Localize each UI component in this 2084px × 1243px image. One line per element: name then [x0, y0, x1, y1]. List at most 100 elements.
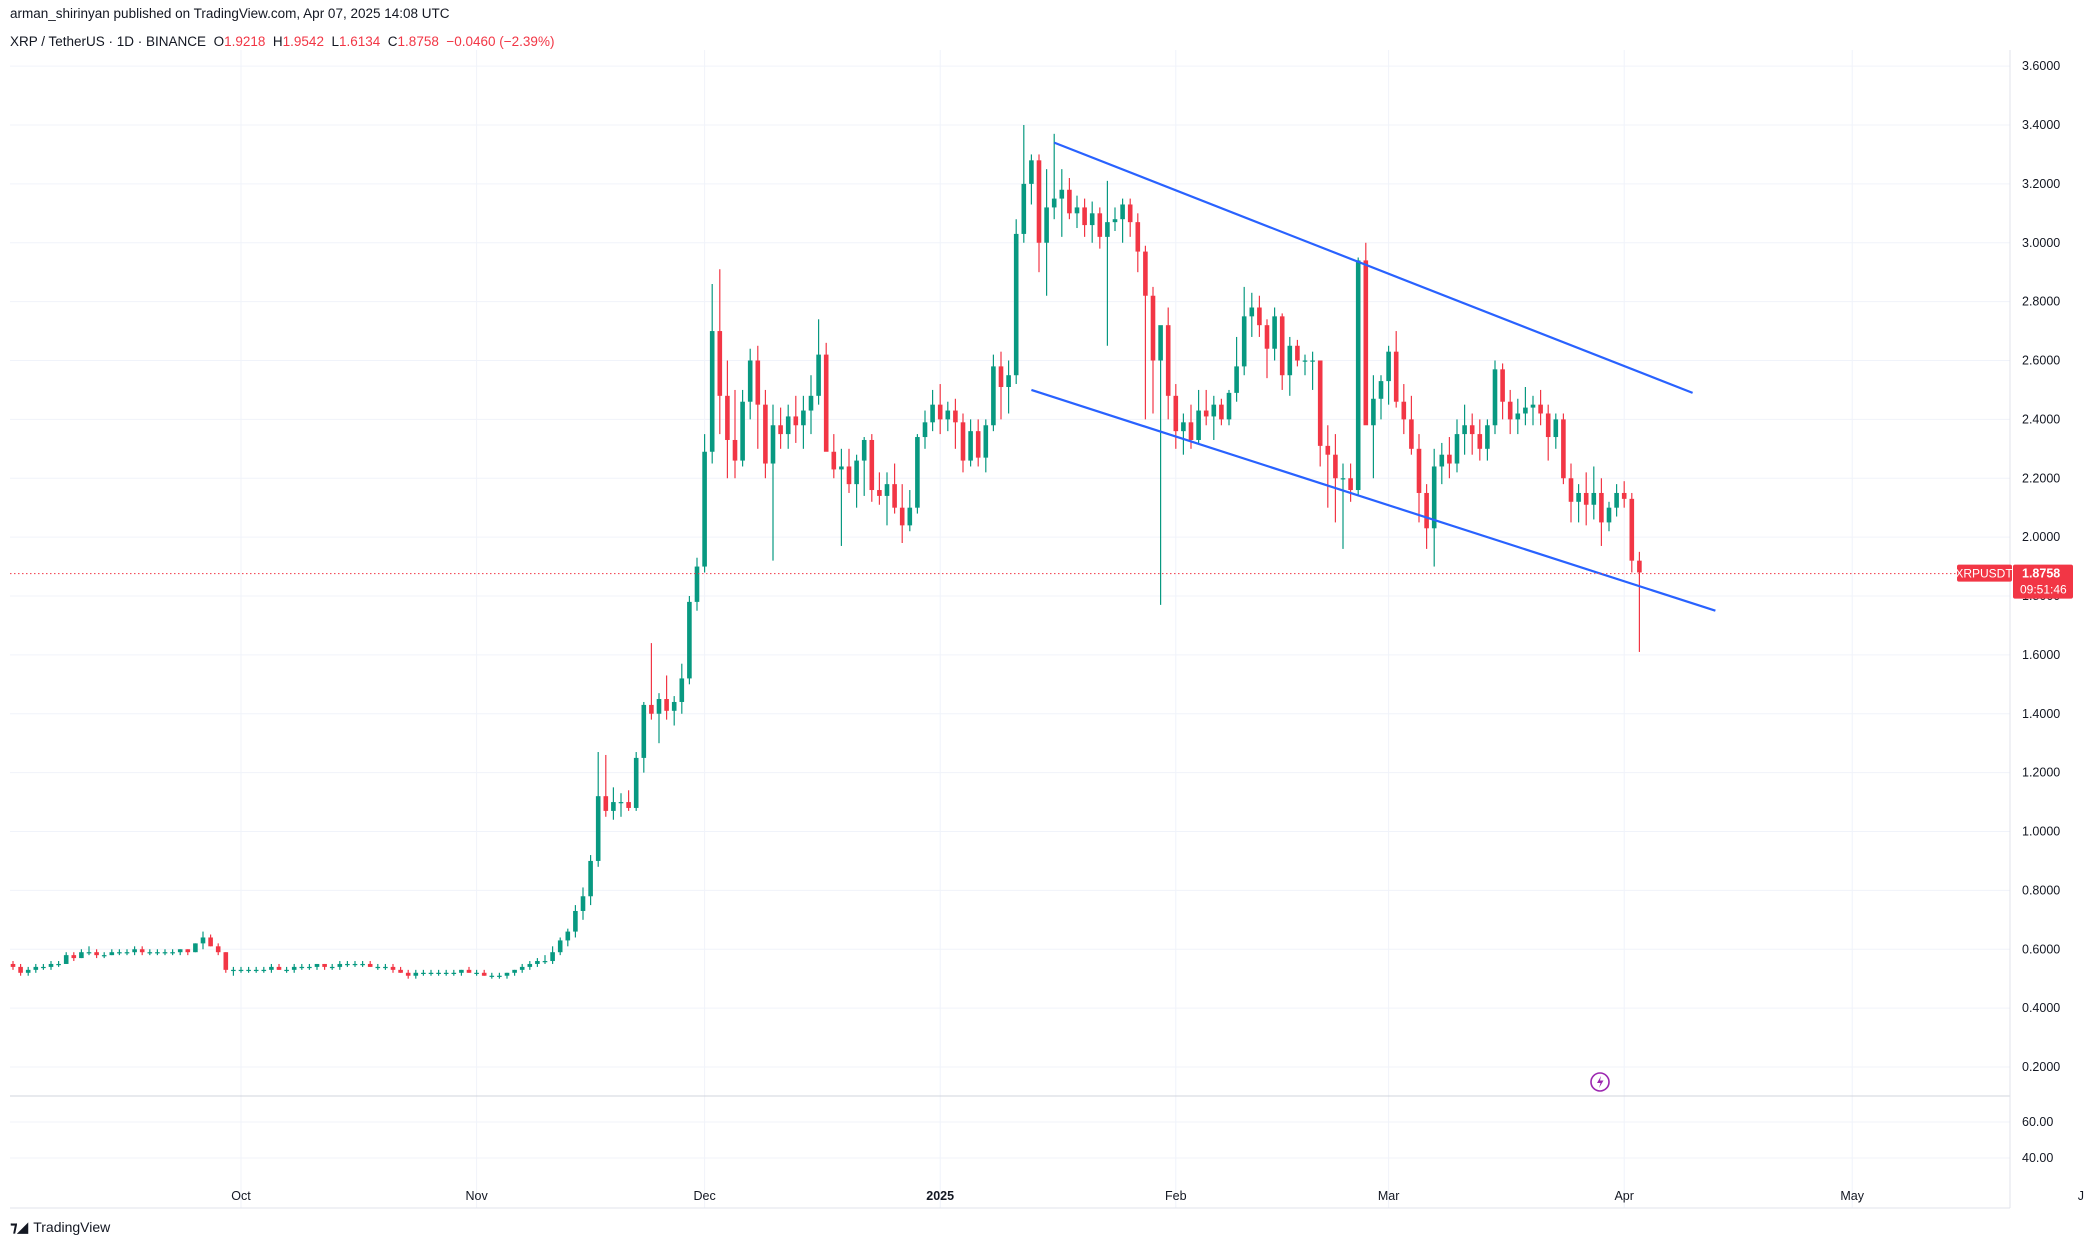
candle-body	[801, 410, 806, 426]
candle-down	[1279, 313, 1285, 390]
candle-body	[770, 425, 776, 464]
candle-up	[1310, 351, 1315, 390]
candle-up	[132, 946, 137, 956]
candle-up	[1196, 389, 1201, 443]
candle-up	[1021, 125, 1027, 243]
price-tag-countdown: 09:51:46	[2020, 583, 2067, 597]
candle-body	[177, 949, 183, 953]
candle-up	[1462, 404, 1467, 455]
indicator-axis: 60.00 40.00	[2022, 1115, 2053, 1165]
price-axis[interactable]: 3.6000 3.4000 3.2000 3.0000 2.8000 2.6000 2.40…	[2022, 59, 2060, 1074]
candle-up	[246, 966, 251, 973]
candle-up	[200, 931, 206, 950]
candle-up	[580, 887, 586, 920]
candle-down	[185, 949, 191, 956]
candle-down	[1325, 425, 1331, 508]
candle-body	[269, 966, 274, 970]
candle-down	[215, 943, 221, 956]
candle-body	[1127, 204, 1133, 223]
price-tick-label: 3.6000	[2022, 59, 2060, 73]
candle-body	[18, 966, 23, 973]
time-tick-label: Apr	[1614, 1189, 1633, 1203]
price-tick-label: 1.0000	[2022, 825, 2060, 839]
price-tick-label: 0.6000	[2022, 942, 2060, 956]
candle-body	[725, 395, 730, 440]
candle-down	[1317, 360, 1323, 467]
candle-body	[1241, 316, 1247, 367]
candle-body	[535, 961, 540, 964]
candle-down	[1583, 472, 1589, 526]
candle-down	[1363, 242, 1369, 426]
candle-up	[1287, 336, 1293, 396]
candle-down	[1135, 213, 1141, 273]
candle-body	[694, 566, 700, 602]
candle-body	[831, 451, 837, 470]
candle-body	[778, 425, 783, 435]
candle-up	[1105, 180, 1110, 346]
candle-up	[1523, 386, 1528, 426]
candle-body	[1105, 222, 1110, 237]
candle-up	[291, 963, 297, 973]
candle-body	[459, 969, 464, 973]
candle-body	[231, 969, 236, 972]
candle-down	[322, 963, 327, 970]
candle-body	[1074, 207, 1080, 214]
candle-up	[1059, 169, 1065, 237]
price-tick-label: 2.4000	[2022, 412, 2060, 426]
candle-body	[1013, 233, 1019, 376]
candle-up	[451, 969, 457, 976]
candle-down	[208, 934, 213, 947]
candle-up	[702, 434, 707, 573]
candle-up	[1112, 207, 1118, 231]
symbol-name[interactable]: XRP / TetherUS · 1D · BINANCE	[10, 34, 207, 49]
candle-down	[367, 961, 373, 967]
candle-up	[41, 963, 46, 970]
candle-body	[1317, 360, 1323, 446]
candle-up	[770, 404, 776, 561]
candle-down	[1637, 551, 1642, 652]
candle-body	[1431, 466, 1437, 529]
candle-up	[307, 963, 312, 970]
candle-down	[139, 946, 145, 956]
candle-body	[71, 955, 77, 959]
candle-down	[1393, 331, 1399, 408]
candle-up	[352, 961, 358, 967]
candle-body	[1188, 422, 1194, 440]
lightning-icon-bolt	[1597, 1076, 1604, 1088]
candle-up	[329, 963, 335, 970]
candle-body	[937, 404, 943, 420]
time-tick-label: Oct	[231, 1189, 251, 1203]
grid-lines	[10, 50, 2010, 1208]
price-tick-label: 3.2000	[2022, 177, 2060, 191]
candle-body	[1036, 160, 1042, 243]
candle-body	[1310, 360, 1315, 362]
candle-body	[1158, 325, 1163, 361]
candle-up	[109, 949, 115, 956]
candle-body	[1424, 492, 1429, 529]
candle-body	[291, 966, 297, 970]
trendlines[interactable]	[1031, 141, 1716, 612]
candle-up	[1158, 325, 1163, 605]
candle-up	[1485, 419, 1490, 461]
candle-down	[1401, 384, 1407, 435]
tradingview-logo[interactable]: ⁊◢ TradingView	[10, 1218, 110, 1236]
time-axis[interactable]: Oct Nov Dec 2025 Feb Mar Apr May Jun	[231, 1189, 2084, 1203]
candle-down	[649, 643, 654, 720]
candle-body	[1219, 404, 1224, 420]
candle-body	[968, 431, 973, 461]
candle-down	[1629, 492, 1635, 573]
candlestick-series[interactable]	[10, 125, 1642, 979]
candle-body	[991, 366, 996, 426]
candle-up	[1340, 463, 1346, 549]
candle-body	[1181, 422, 1186, 432]
candle-body	[1165, 325, 1171, 396]
candle-body	[588, 860, 593, 897]
candle-body	[208, 937, 213, 947]
candle-down	[793, 395, 799, 443]
candle-up	[428, 969, 434, 976]
candle-up	[573, 905, 578, 938]
candle-body	[1226, 392, 1232, 420]
candle-up	[915, 434, 920, 514]
lightning-icon[interactable]	[1590, 1072, 1610, 1092]
